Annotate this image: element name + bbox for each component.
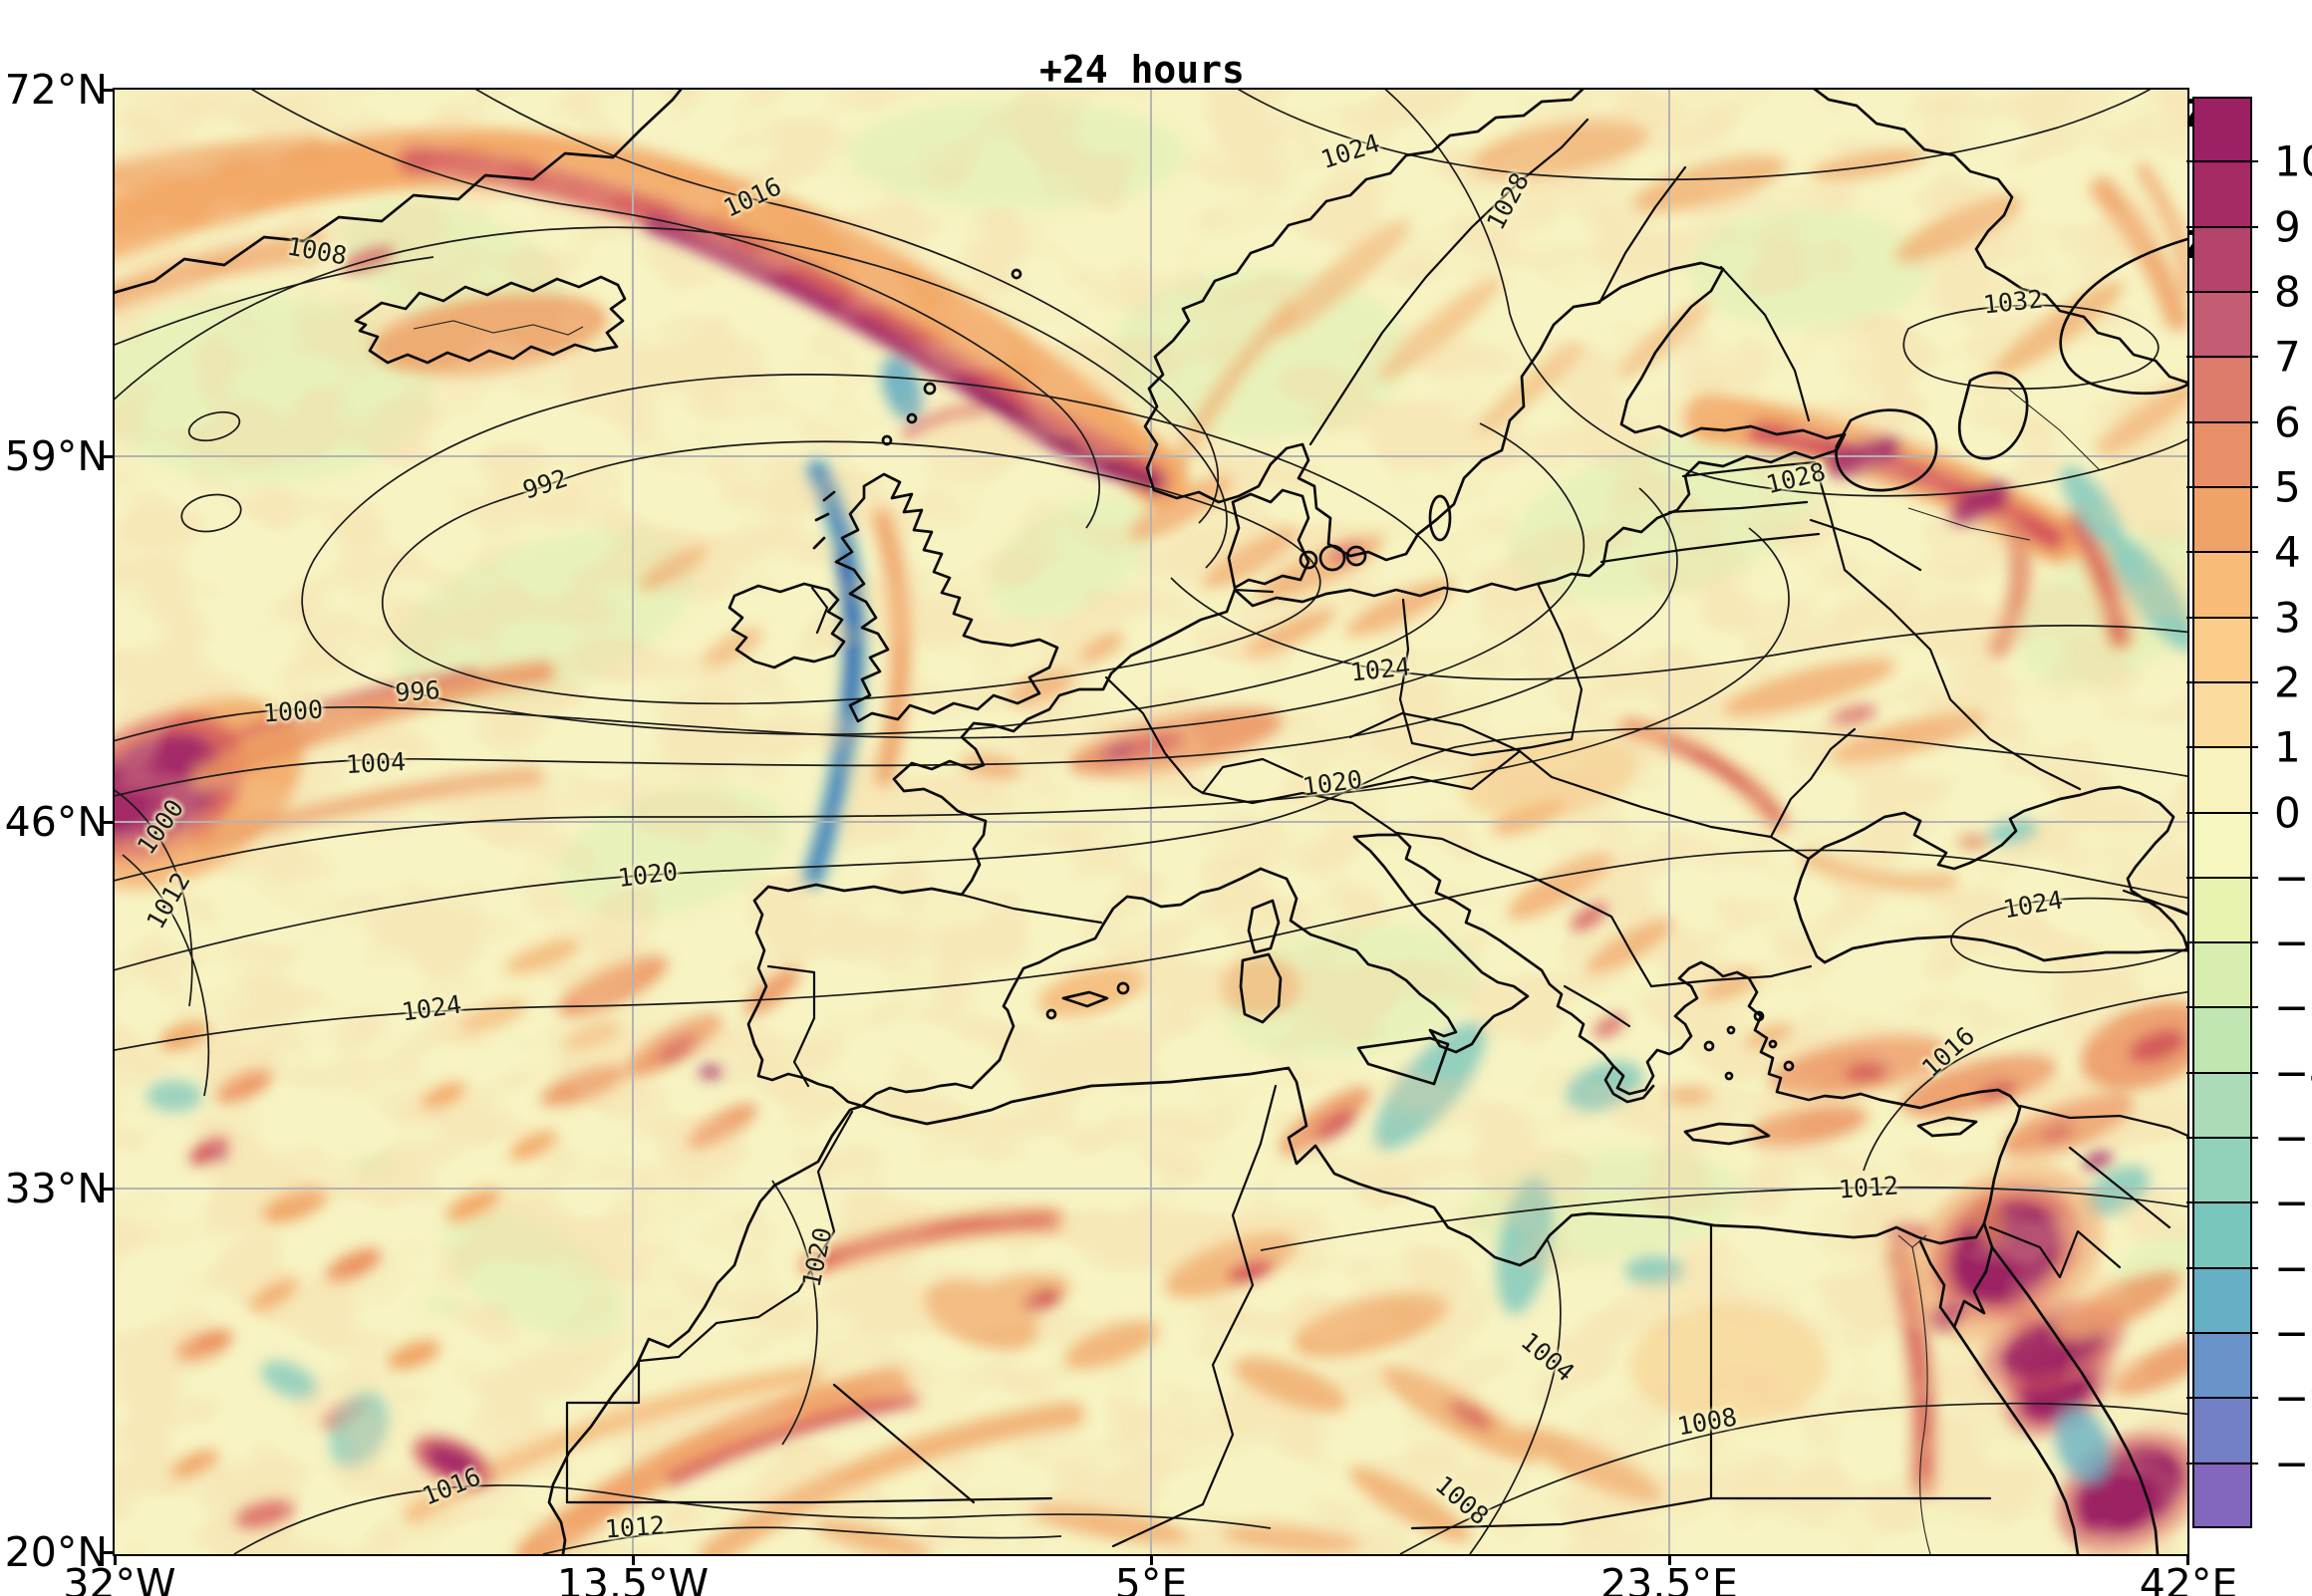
colorbar-band <box>2194 682 2250 748</box>
country-borders <box>565 118 2187 1548</box>
y-tick-59n: 59°N <box>4 432 108 480</box>
isobar-label: 1000 <box>261 694 325 728</box>
colorbar-tick-label: −3 <box>2274 982 2312 1032</box>
colorbar-band <box>2194 1072 2250 1138</box>
y-tickmark <box>103 455 115 458</box>
isobar-label: 1012 <box>603 1510 667 1544</box>
x-tick-23-5e: 23.5°E <box>1600 1560 1738 1596</box>
colorbar-band <box>2194 1461 2250 1527</box>
colorbar-tick-label: 10 <box>2274 136 2312 186</box>
colorbar-tick-label: −1 <box>2274 853 2312 903</box>
y-tickmark <box>103 1188 115 1191</box>
y-tick-46n: 46°N <box>4 798 108 846</box>
colorbar-tick-label: 8 <box>2274 267 2301 317</box>
y-tickmark <box>103 89 115 92</box>
isobar-label: 1012 <box>1837 1171 1900 1204</box>
colorbar-tick-label: −2 <box>2274 918 2312 967</box>
lead-time-label: +24 hours <box>1039 48 1245 92</box>
y-tick-20n: 20°N <box>4 1528 108 1576</box>
colorbar-tick-label: −5 <box>2274 1113 2312 1163</box>
isobar-contours <box>115 90 2187 1554</box>
x-tickmark <box>632 1554 635 1565</box>
colorbar-band <box>2194 877 2250 942</box>
colorbar-tick-label: −7 <box>2274 1243 2312 1293</box>
colorbar-band <box>2194 487 2250 553</box>
colorbar-bands <box>2194 99 2250 1527</box>
colorbar-tick-label: −9 <box>2274 1373 2312 1423</box>
colorbar-band <box>2194 941 2250 1007</box>
colorbar-band <box>2194 1201 2250 1267</box>
isobar-label: 1004 <box>345 746 407 780</box>
colorbar-band <box>2194 812 2250 878</box>
colorbar-tick-label: 4 <box>2274 527 2301 577</box>
colorbar-tick-label: 3 <box>2274 593 2301 643</box>
colorbar-tick-label: −10 <box>2274 1439 2312 1488</box>
colorbar-tick-label: −4 <box>2274 1048 2312 1098</box>
colorbar-tick-label: −8 <box>2274 1308 2312 1358</box>
x-tickmark <box>114 1554 117 1565</box>
map-plot: 1008 1016 1024 1028 1032 1028 992 996 1000 1004 10… <box>113 88 2189 1556</box>
x-tick-5e: 5°E <box>1114 1560 1188 1596</box>
x-tickmark <box>1150 1554 1153 1565</box>
x-tick-13-5w: 13.5°W <box>556 1560 710 1596</box>
colorbar-tick-label: 2 <box>2274 658 2301 707</box>
colorbar-band <box>2194 228 2250 294</box>
x-tick-42e: 42°E <box>2139 1560 2238 1596</box>
colorbar-band <box>2194 1331 2250 1397</box>
colorbar-tick-label: 5 <box>2274 462 2301 512</box>
colorbar-tick-label: 1 <box>2274 722 2301 772</box>
colorbar-tick-label: 9 <box>2274 202 2301 252</box>
x-tick-32w: 32°W <box>63 1560 176 1596</box>
isobar-label: 996 <box>394 674 441 708</box>
colorbar-tick-label: 7 <box>2274 332 2301 382</box>
colorbar-band <box>2194 1006 2250 1073</box>
colorbar-band <box>2194 293 2250 359</box>
coastlines <box>115 90 2187 1554</box>
map-canvas <box>115 90 2187 1554</box>
colorbar-band <box>2194 99 2250 164</box>
y-tickmark <box>103 821 115 824</box>
colorbar-band <box>2194 552 2250 619</box>
colorbar <box>2192 97 2252 1528</box>
y-tickmark <box>103 1551 115 1554</box>
colorbar-band <box>2194 358 2250 423</box>
graticule <box>115 90 2187 1554</box>
colorbar-band <box>2194 163 2250 229</box>
colorbar-band <box>2194 618 2250 683</box>
thin-lines <box>413 320 2101 1554</box>
colorbar-band <box>2194 1396 2250 1462</box>
colorbar-tick-label: 6 <box>2274 398 2301 447</box>
x-tickmark <box>2186 1554 2189 1565</box>
y-tick-33n: 33°N <box>4 1165 108 1212</box>
x-tickmark <box>1668 1554 1671 1565</box>
colorbar-tick-label: 0 <box>2274 788 2301 837</box>
colorbar-band <box>2194 422 2250 488</box>
colorbar-band <box>2194 1266 2250 1332</box>
colorbar-band <box>2194 1137 2250 1202</box>
colorbar-tick-label: −6 <box>2274 1178 2312 1227</box>
y-tick-72n: 72°N <box>4 66 108 114</box>
colorbar-band <box>2194 747 2250 813</box>
